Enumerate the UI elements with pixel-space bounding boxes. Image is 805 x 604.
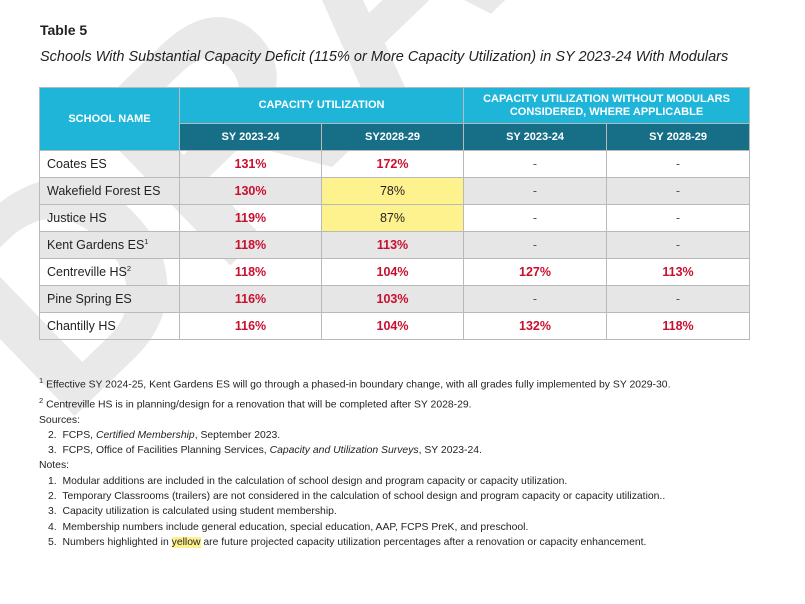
footnote-2-text: Centreville HS is in planning/design for… [46, 399, 472, 411]
table-row: Pine Spring ES 116% 103% - - [39, 285, 751, 313]
footnote-1: 1 Effective SY 2024-25, Kent Gardens ES … [39, 373, 670, 393]
note-5-post: are future projected capacity utilizatio… [200, 536, 647, 548]
nm-2028-29-value: 113% [606, 258, 751, 286]
school-name: Pine Spring ES [39, 285, 180, 313]
source-3-pre: FCPS, Office of Facilities Planning Serv… [62, 445, 270, 457]
table-row: Justice HS 119% 87% - - [39, 204, 751, 232]
source-3-num: 3. [48, 445, 57, 457]
cu-2023-24-value: 119% [179, 204, 322, 232]
footnote-2: 2 Centreville HS is in planning/design f… [39, 393, 670, 413]
footnote-marker: 1 [144, 237, 149, 247]
cu-2023-24-value: 116% [179, 312, 322, 340]
cu-2028-29-value: 113% [320, 231, 465, 259]
table-row: Chantilly HS 116% 104% 132% 118% [39, 312, 751, 340]
without-modulars-header-line2: CONSIDERED, WHERE APPLICABLE [509, 105, 704, 118]
nm-2028-29-value: - [606, 285, 751, 313]
nm-2023-24-value: - [463, 231, 608, 259]
sub-header-cu-2023-24: SY 2023-24 [179, 123, 322, 151]
cu-2028-29-value: 172% [320, 150, 465, 178]
source-2-pre: FCPS, [62, 429, 96, 441]
note-5-pre: Numbers highlighted in [62, 536, 172, 548]
source-3-post: , SY 2023-24. [418, 445, 482, 457]
table-label: Table 5 [40, 22, 88, 38]
school-name-cell: Centreville HS2 [39, 258, 180, 286]
sub-header-nm-2023-24: SY 2023-24 [463, 123, 608, 151]
nm-2023-24-value: 132% [463, 312, 608, 340]
cu-2023-24-value: 130% [179, 177, 322, 205]
nm-2028-29-value: - [606, 231, 751, 259]
without-modulars-header: CAPACITY UTILIZATION WITHOUT MODULARS CO… [463, 87, 751, 124]
sources-label: Sources: [39, 414, 81, 426]
footnote-marker: 2 [126, 264, 132, 274]
cu-2028-29-value: 104% [320, 312, 465, 340]
sub-header-cu-2028-29: SY2028-29 [320, 123, 465, 151]
sub-header-nm-2028-29: SY 2028-29 [606, 123, 751, 151]
note-3: 3. Capacity utilization is calculated us… [48, 506, 337, 518]
nm-2028-29-value: - [606, 177, 751, 205]
nm-2028-29-value: - [606, 204, 751, 232]
table-title: Schools With Substantial Capacity Defici… [40, 49, 729, 65]
source-3: 3. FCPS, Office of Facilities Planning S… [39, 443, 670, 458]
school-name: Chantilly HS [39, 312, 180, 340]
source-2: 2. FCPS, Certified Membership, September… [39, 428, 670, 443]
cu-2028-29-value: 103% [320, 285, 465, 313]
note-1: 1. Modular additions are included in the… [48, 475, 568, 487]
nm-2023-24-value: - [463, 204, 608, 232]
school-name: Coates ES [39, 150, 180, 178]
footnote-2-mark: 2 [39, 395, 44, 405]
note-4-text: Membership numbers include general educa… [62, 521, 529, 533]
note-3-text: Capacity utilization is calculated using… [62, 506, 337, 518]
cu-2023-24-value: 118% [179, 258, 322, 286]
note-5-highlight: yellow [171, 536, 201, 548]
footnote-1-mark: 1 [39, 376, 44, 385]
capacity-utilization-header: CAPACITY UTILIZATION [178, 87, 465, 124]
cu-2028-29-value-highlighted: 78% [320, 177, 465, 205]
table-row: Kent Gardens ES1 118% 113% - - [39, 231, 751, 259]
nm-2023-24-value: 127% [463, 258, 608, 286]
cu-2023-24-value: 118% [179, 231, 322, 259]
table-row: Coates ES 131% 172% - - [39, 150, 751, 178]
note-1-text: Modular additions are included in the ca… [62, 475, 568, 487]
table-row: Centreville HS2 118% 104% 127% 113% [39, 258, 751, 286]
school-name-header: SCHOOL NAME [39, 87, 180, 151]
nm-2023-24-value: - [463, 150, 608, 178]
notes-label: Notes: [39, 460, 70, 472]
school-name: Kent Gardens ES [47, 238, 145, 253]
without-modulars-header-line1: CAPACITY UTILIZATION WITHOUT MODULARS [483, 92, 730, 105]
nm-2023-24-value: - [463, 285, 608, 313]
source-2-title: Certified Membership [95, 429, 195, 441]
footnotes-block: 1 Effective SY 2024-25, Kent Gardens ES … [39, 373, 670, 550]
school-name: Centreville HS [47, 265, 127, 280]
cu-2023-24-value: 116% [179, 285, 322, 313]
source-2-num: 2. [48, 429, 57, 441]
school-name: Justice HS [39, 204, 180, 232]
note-2-text: Temporary Classrooms (trailers) are not … [62, 491, 666, 503]
note-5: 5. Numbers highlighted in yellow are fut… [48, 536, 647, 548]
note-2: 2. Temporary Classrooms (trailers) are n… [48, 491, 666, 503]
source-2-post: , September 2023. [194, 429, 281, 441]
footnote-1-text: Effective SY 2024-25, Kent Gardens ES wi… [46, 379, 671, 391]
cu-2028-29-value-highlighted: 87% [320, 204, 465, 232]
source-3-title: Capacity and Utilization Surveys [269, 445, 419, 457]
nm-2028-29-value: - [606, 150, 751, 178]
cu-2023-24-value: 131% [179, 150, 322, 178]
nm-2028-29-value: 118% [606, 312, 751, 340]
cu-2028-29-value: 104% [320, 258, 465, 286]
capacity-table: SCHOOL NAME CAPACITY UTILIZATION CAPACIT… [39, 87, 751, 340]
table-row: Wakefield Forest ES 130% 78% - - [39, 177, 751, 205]
nm-2023-24-value: - [463, 177, 608, 205]
school-name: Wakefield Forest ES [39, 177, 180, 205]
note-4: 4. Membership numbers include general ed… [48, 521, 529, 533]
school-name-cell: Kent Gardens ES1 [39, 231, 180, 259]
